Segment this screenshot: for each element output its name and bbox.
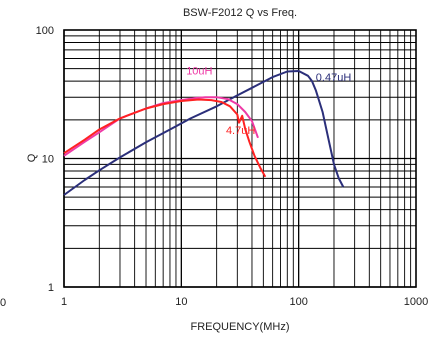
chart-title: BSW-F2012 Q vs Freq.: [183, 7, 297, 19]
y-tick-label: 10: [42, 154, 54, 166]
y-tick-label: 1: [48, 282, 54, 294]
x-tick-label: 10: [175, 296, 187, 308]
series-label-10uh: 10uH: [186, 66, 212, 78]
x-tick-labels: 1 10 100 1000: [61, 296, 428, 308]
series-labels: 0.47uH 10uH 4.7uH: [186, 66, 351, 137]
y-axis-label: Q: [26, 153, 38, 162]
series-label-0-47uh: 0.47uH: [316, 72, 352, 84]
series-lines: [63, 70, 345, 196]
series-line-10uh: [63, 96, 259, 157]
stray-zero-label: 0: [0, 297, 6, 309]
plot-frame: [63, 29, 417, 288]
series-label-4-7uh: 4.7uH: [226, 125, 255, 137]
series-line-0-47uh: [63, 70, 345, 196]
x-tick-label: 100: [289, 296, 307, 308]
y-tick-labels: 1 10 100: [36, 25, 54, 294]
x-tick-label: 1000: [404, 296, 428, 308]
x-axis-label: FREQUENCY(MHz): [191, 321, 290, 333]
y-tick-label: 100: [36, 25, 54, 37]
series-line-4-7uh: [63, 98, 267, 178]
x-tick-label: 1: [61, 296, 67, 308]
